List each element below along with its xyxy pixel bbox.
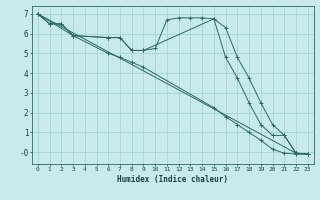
- X-axis label: Humidex (Indice chaleur): Humidex (Indice chaleur): [117, 175, 228, 184]
